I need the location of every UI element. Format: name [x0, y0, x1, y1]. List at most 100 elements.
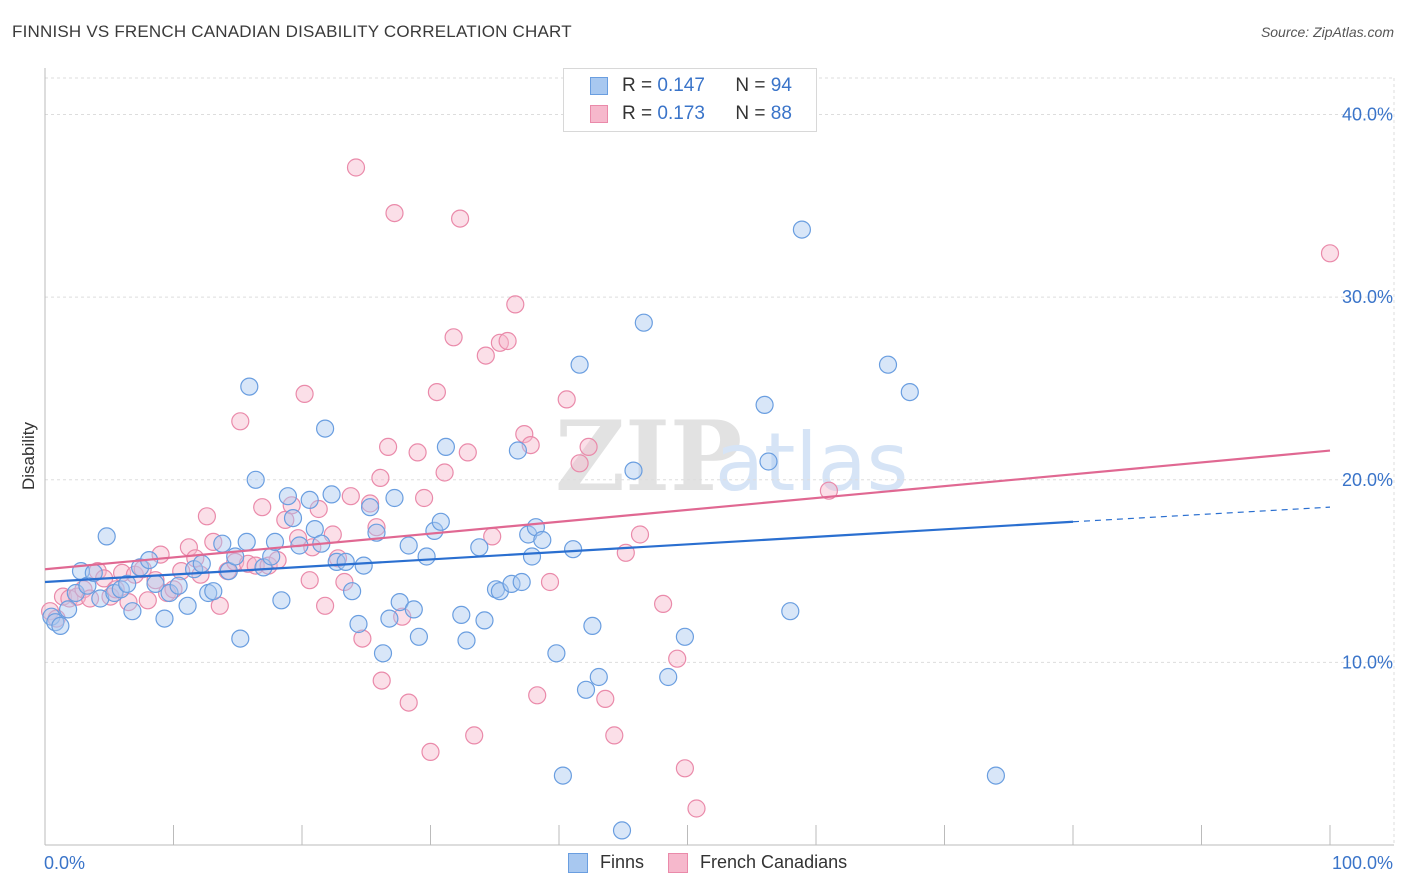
french-canadians-point-74 — [570, 454, 589, 473]
finns-point-42 — [316, 419, 335, 438]
french-canadians-point-24 — [197, 507, 216, 526]
finns-n-value: 94 — [770, 75, 792, 96]
finns-point-20 — [178, 596, 197, 615]
finns-point-59 — [425, 521, 444, 541]
finns-point-82 — [612, 821, 632, 840]
french-canadians-point-29 — [231, 412, 250, 431]
french-canadians-point-57 — [421, 742, 440, 762]
finns-point-89 — [792, 220, 812, 239]
french-canadians-point-77 — [605, 726, 624, 745]
finns-trend-line — [44, 520, 1074, 584]
finns-point-76 — [553, 766, 573, 785]
x-tick-label-min: 0.0% — [44, 853, 85, 873]
finns-point-17 — [155, 609, 174, 628]
finns-point-51 — [373, 644, 393, 663]
finns-point-35 — [272, 591, 291, 610]
french-canadians-point-61 — [451, 209, 470, 228]
finns-point-61 — [436, 437, 455, 456]
finns-point-83 — [634, 313, 653, 332]
french-canadians-point-55 — [408, 443, 427, 462]
finns-r-value: 0.147 — [657, 75, 705, 96]
chart-source: Source: ZipAtlas.com — [1260, 24, 1394, 40]
legend-row-french-canadians: R = 0.173 N = 88 — [590, 102, 792, 126]
finns-point-37 — [283, 508, 303, 528]
axis-labels: 10.0% 20.0% 30.0% 40.0% 0.0% 100.0% Disability — [19, 105, 1393, 873]
french-canadians-point-45 — [341, 487, 360, 506]
finns-point-31 — [246, 470, 265, 489]
french-canadians-point-59 — [435, 463, 454, 482]
finns-point-81 — [589, 667, 608, 687]
finns-point-65 — [475, 611, 494, 630]
y-tick-label-3: 40.0% — [1342, 105, 1393, 125]
finns-point-84 — [659, 667, 678, 687]
finns-point-46 — [343, 582, 362, 601]
finns-point-54 — [390, 592, 409, 612]
finns-point-88 — [781, 602, 800, 621]
french-canadians-swatch — [590, 105, 608, 123]
finns-point-12 — [118, 574, 137, 594]
finns-point-30 — [240, 377, 259, 396]
finns-point-50 — [367, 523, 386, 542]
french-canadians-point-51 — [379, 437, 398, 456]
french-canadians-point-46 — [346, 158, 366, 177]
finns-point-3 — [58, 600, 78, 619]
finns-point-90 — [878, 355, 898, 374]
finns-point-39 — [300, 490, 319, 509]
finns-point-19 — [169, 576, 188, 595]
watermark-zip: ZIP — [555, 400, 742, 513]
watermark-atlas: atlas — [715, 416, 908, 509]
french-canadians-point-86 — [372, 671, 391, 690]
finns-point-28 — [231, 629, 250, 648]
french-canadians-point-85 — [1320, 244, 1340, 263]
french-canadians-point-79 — [630, 525, 650, 544]
french-canadians-point-71 — [528, 686, 547, 705]
french-canadians-point-69 — [515, 425, 534, 444]
french-canadians-point-38 — [295, 384, 314, 403]
french-canadians-trend-line — [44, 449, 1331, 571]
finns-point-87 — [759, 452, 778, 471]
finns-point-45 — [336, 552, 355, 572]
french-canadians-point-82 — [675, 759, 695, 778]
french-canadians-point-54 — [399, 693, 418, 712]
finns-point-2 — [51, 616, 70, 636]
series-legend: Finns French Canadians — [568, 852, 871, 873]
finns-point-47 — [349, 614, 368, 634]
finns-point-72 — [522, 547, 542, 566]
french-canadians-point-25 — [204, 532, 223, 552]
finns-swatch — [590, 77, 608, 95]
chart-title: FINNISH VS FRENCH CANADIAN DISABILITY CO… — [12, 22, 572, 41]
finns-point-53 — [385, 488, 404, 508]
y-tick-label-2: 30.0% — [1342, 287, 1393, 307]
fc-n-label: N = — [735, 103, 766, 124]
french-canadians-point-83 — [687, 799, 706, 818]
finns-point-69 — [508, 441, 528, 460]
finns-point-22 — [192, 554, 211, 573]
french-canadians-point-32 — [253, 498, 272, 517]
finns-point-9 — [97, 527, 116, 546]
finns-point-62 — [452, 605, 471, 625]
french-canadians-point-72 — [540, 572, 560, 592]
y-axis-title: Disability — [19, 421, 38, 490]
fc-n-value: 88 — [770, 103, 792, 124]
finns-point-78 — [570, 355, 589, 374]
correlation-legend: R = 0.147 N = 94 R = 0.173 N = 88 — [563, 68, 817, 132]
finns-point-86 — [755, 395, 774, 414]
finns-point-63 — [457, 631, 476, 650]
finns-point-91 — [900, 383, 919, 402]
french-canadians-point-58 — [427, 383, 446, 402]
french-canadians-point-15 — [138, 591, 157, 610]
french-canadians-point-67 — [498, 331, 517, 351]
finns-point-79 — [576, 680, 596, 699]
finns-point-13 — [123, 602, 142, 621]
finns-point-25 — [213, 534, 232, 553]
french-canadians-point-49 — [367, 518, 386, 537]
legend-finns-label: Finns — [600, 852, 645, 872]
finns-trend-extension — [1072, 506, 1331, 523]
legend-item-finns: Finns — [568, 852, 644, 873]
french-canadians-point-84 — [819, 481, 839, 500]
finns-point-75 — [547, 644, 566, 663]
watermark: ZIP atlas — [555, 400, 908, 513]
french-canadians-point-66 — [490, 333, 509, 352]
legend-fc-label: French Canadians — [700, 852, 848, 872]
finns-point-93 — [624, 461, 643, 480]
